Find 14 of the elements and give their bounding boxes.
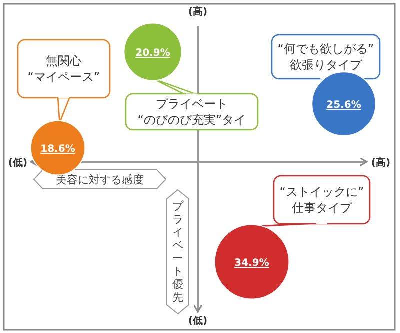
text: プライベート優先	[172, 200, 184, 304]
data-label: 20.9%	[136, 48, 170, 59]
category-label: “何でも欲しがる” 欲張りタイプ	[278, 42, 374, 72]
text: (高)	[371, 157, 391, 169]
text: (低)	[188, 315, 208, 327]
category-label: “ストイックに” 仕事タイプ	[280, 185, 364, 215]
category-label: プライベート “のびのび充実”タイ	[138, 97, 246, 127]
text: (低)	[8, 157, 28, 169]
data-label: 25.6%	[326, 100, 362, 111]
text: (高)	[188, 6, 208, 18]
text: 美容に対する感度	[56, 174, 144, 186]
data-label: 34.9%	[234, 258, 270, 269]
category-label: 無関心 “マイペース”	[28, 54, 100, 84]
data-label: 18.6%	[40, 144, 76, 155]
